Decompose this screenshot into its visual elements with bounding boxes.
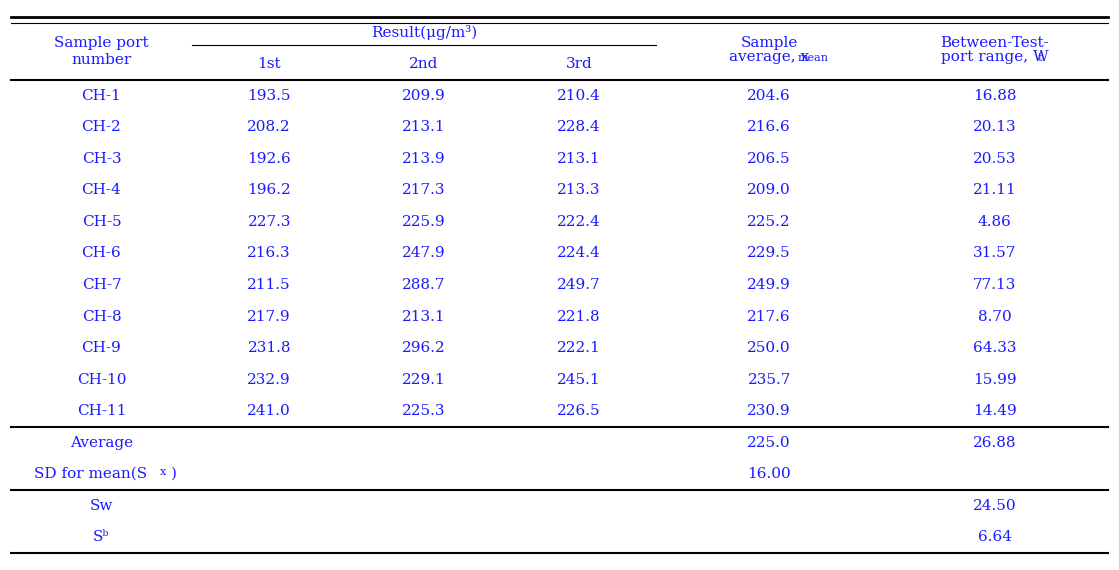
Text: 213.1: 213.1 [557,152,601,166]
Text: CH-4: CH-4 [82,184,121,197]
Text: 228.4: 228.4 [557,120,601,135]
Text: average, x: average, x [730,50,809,64]
Text: Sᵇ: Sᵇ [93,530,110,544]
Text: 6.64: 6.64 [978,530,1012,544]
Text: 216.6: 216.6 [747,120,791,135]
Text: 221.8: 221.8 [557,310,601,324]
Text: 230.9: 230.9 [747,404,791,418]
Text: 235.7: 235.7 [747,373,791,386]
Text: 247.9: 247.9 [402,246,445,260]
Text: ): ) [171,467,177,481]
Text: mean: mean [797,53,828,63]
Text: Sample port: Sample port [54,36,149,50]
Text: 3rd: 3rd [565,58,592,71]
Text: 222.4: 222.4 [557,215,601,229]
Text: 211.5: 211.5 [247,278,291,292]
Text: CH-1: CH-1 [82,89,121,103]
Text: 14.49: 14.49 [974,404,1017,418]
Text: 1st: 1st [257,58,281,71]
Text: 217.9: 217.9 [247,310,291,324]
Text: 206.5: 206.5 [747,152,791,166]
Text: CH-5: CH-5 [82,215,121,229]
Text: 192.6: 192.6 [247,152,291,166]
Text: SD for mean(S: SD for mean(S [34,467,147,481]
Text: 296.2: 296.2 [402,341,445,355]
Text: 31.57: 31.57 [974,246,1016,260]
Text: 8.70: 8.70 [978,310,1012,324]
Text: 213.9: 213.9 [402,152,445,166]
Text: Result(μg/m³): Result(μg/m³) [370,25,477,40]
Text: CH-7: CH-7 [82,278,121,292]
Text: 249.7: 249.7 [557,278,601,292]
Text: t: t [1037,53,1042,63]
Text: 222.1: 222.1 [557,341,601,355]
Text: 20.53: 20.53 [974,152,1017,166]
Text: CH-2: CH-2 [82,120,121,135]
Text: 209.9: 209.9 [402,89,445,103]
Text: 225.0: 225.0 [747,435,791,450]
Text: 225.3: 225.3 [403,404,445,418]
Text: Between-Test-: Between-Test- [941,36,1050,50]
Text: 216.3: 216.3 [247,246,291,260]
Text: 241.0: 241.0 [247,404,291,418]
Text: CH-10: CH-10 [77,373,126,386]
Text: 232.9: 232.9 [247,373,291,386]
Text: 64.33: 64.33 [974,341,1017,355]
Text: 231.8: 231.8 [247,341,291,355]
Text: 15.99: 15.99 [974,373,1017,386]
Text: Sᴡ: Sᴡ [90,499,113,512]
Text: 213.1: 213.1 [402,310,445,324]
Text: 217.6: 217.6 [747,310,791,324]
Text: 4.86: 4.86 [978,215,1012,229]
Text: 225.2: 225.2 [747,215,791,229]
Text: port range, W: port range, W [941,50,1049,64]
Text: CH-3: CH-3 [82,152,121,166]
Text: 225.9: 225.9 [402,215,445,229]
Text: 77.13: 77.13 [974,278,1016,292]
Text: 217.3: 217.3 [403,184,445,197]
Text: 24.50: 24.50 [974,499,1017,512]
Text: Average: Average [69,435,133,450]
Text: 196.2: 196.2 [247,184,291,197]
Text: 250.0: 250.0 [747,341,791,355]
Text: CH-6: CH-6 [82,246,121,260]
Text: 229.5: 229.5 [747,246,791,260]
Text: 16.88: 16.88 [974,89,1017,103]
Text: 209.0: 209.0 [747,184,791,197]
Text: 227.3: 227.3 [247,215,291,229]
Text: CH-9: CH-9 [82,341,121,355]
Text: CH-8: CH-8 [82,310,121,324]
Text: 210.4: 210.4 [557,89,601,103]
Text: CH-11: CH-11 [77,404,126,418]
Text: 224.4: 224.4 [557,246,601,260]
Text: 20.13: 20.13 [974,120,1017,135]
Text: 193.5: 193.5 [247,89,291,103]
Text: 204.6: 204.6 [747,89,791,103]
Text: 213.3: 213.3 [557,184,601,197]
Text: 2nd: 2nd [410,58,439,71]
Text: 16.00: 16.00 [747,467,791,481]
Text: 249.9: 249.9 [747,278,791,292]
Text: 208.2: 208.2 [247,120,291,135]
Text: Sample: Sample [741,36,798,50]
Text: 288.7: 288.7 [403,278,445,292]
Text: 213.1: 213.1 [402,120,445,135]
Text: 21.11: 21.11 [974,184,1017,197]
Text: number: number [72,53,132,67]
Text: x: x [160,467,166,477]
Text: 26.88: 26.88 [974,435,1017,450]
Text: 229.1: 229.1 [402,373,445,386]
Text: 245.1: 245.1 [557,373,601,386]
Text: 226.5: 226.5 [557,404,601,418]
